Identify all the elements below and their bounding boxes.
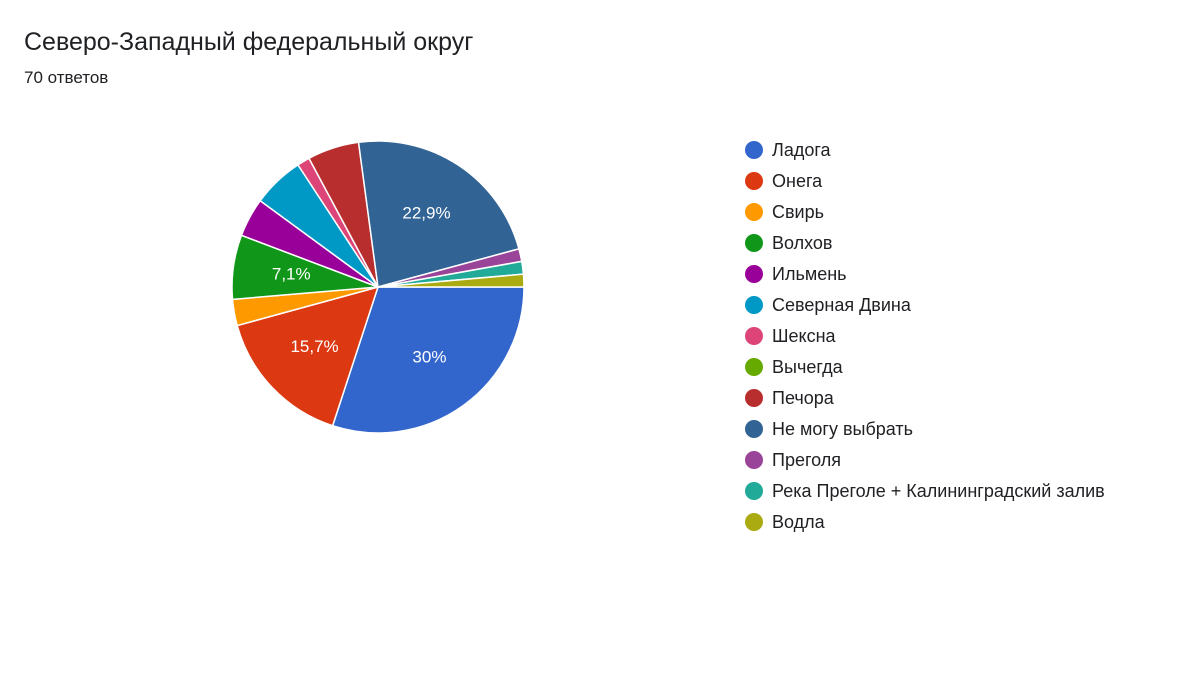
legend-item: Ильмень xyxy=(745,261,1105,288)
legend-item: Онега xyxy=(745,168,1105,195)
legend-swatch xyxy=(745,172,763,190)
legend-swatch xyxy=(745,389,763,407)
legend-label: Свирь xyxy=(772,202,825,222)
legend: Ладога Онега Свирь Волхов Ильмень Северная Дв… xyxy=(745,137,1105,540)
legend-label: Онега xyxy=(772,171,823,191)
legend-item: Волхов xyxy=(745,230,1105,257)
legend-swatch xyxy=(745,203,763,221)
legend-label: Ладога xyxy=(772,140,831,160)
legend-item: Река Преголе + Калининградский залив xyxy=(745,478,1105,505)
pie-slice xyxy=(236,285,380,427)
value-label: 30% xyxy=(412,347,446,366)
pie-slice xyxy=(331,286,525,434)
value-label: 22,9% xyxy=(402,204,450,223)
legend-swatch xyxy=(745,420,763,438)
legend-item: Свирь xyxy=(745,199,1105,226)
pie-slice xyxy=(377,273,525,288)
legend-item: Вычегда xyxy=(745,354,1105,381)
legend-label: Шексна xyxy=(772,326,836,346)
legend-swatch xyxy=(745,141,763,159)
legend-label: Не могу выбрать xyxy=(772,419,914,439)
legend-label: Северная Двина xyxy=(772,295,911,315)
chart-subtitle: 70 ответов xyxy=(24,68,109,87)
legend-label: Вычегда xyxy=(772,357,843,377)
legend-item: Водла xyxy=(745,509,1105,536)
legend-swatch xyxy=(745,265,763,283)
legend-swatch xyxy=(745,234,763,252)
legend-swatch xyxy=(745,451,763,469)
legend-item: Печора xyxy=(745,385,1105,412)
legend-label: Ильмень xyxy=(772,264,847,284)
legend-label: Печора xyxy=(772,388,834,408)
value-label: 7,1% xyxy=(272,264,311,283)
legend-swatch xyxy=(745,327,763,345)
legend-swatch xyxy=(745,513,763,531)
legend-item: Северная Двина xyxy=(745,292,1105,319)
value-label: 15,7% xyxy=(290,337,338,356)
legend-label: Река Преголе + Калининградский залив xyxy=(772,481,1105,501)
legend-label: Волхов xyxy=(772,233,833,253)
legend-item: Не могу выбрать xyxy=(745,416,1105,443)
legend-label: Преголя xyxy=(772,450,841,470)
legend-item: Преголя xyxy=(745,447,1105,474)
legend-swatch xyxy=(745,358,763,376)
legend-label: Водла xyxy=(772,512,825,532)
chart-title: Северо-Западный федеральный округ xyxy=(24,28,474,56)
legend-swatch xyxy=(745,296,763,314)
legend-item: Ладога xyxy=(745,137,1105,164)
pie-slice xyxy=(357,140,520,288)
legend-item: Шексна xyxy=(745,323,1105,350)
legend-swatch xyxy=(745,482,763,500)
